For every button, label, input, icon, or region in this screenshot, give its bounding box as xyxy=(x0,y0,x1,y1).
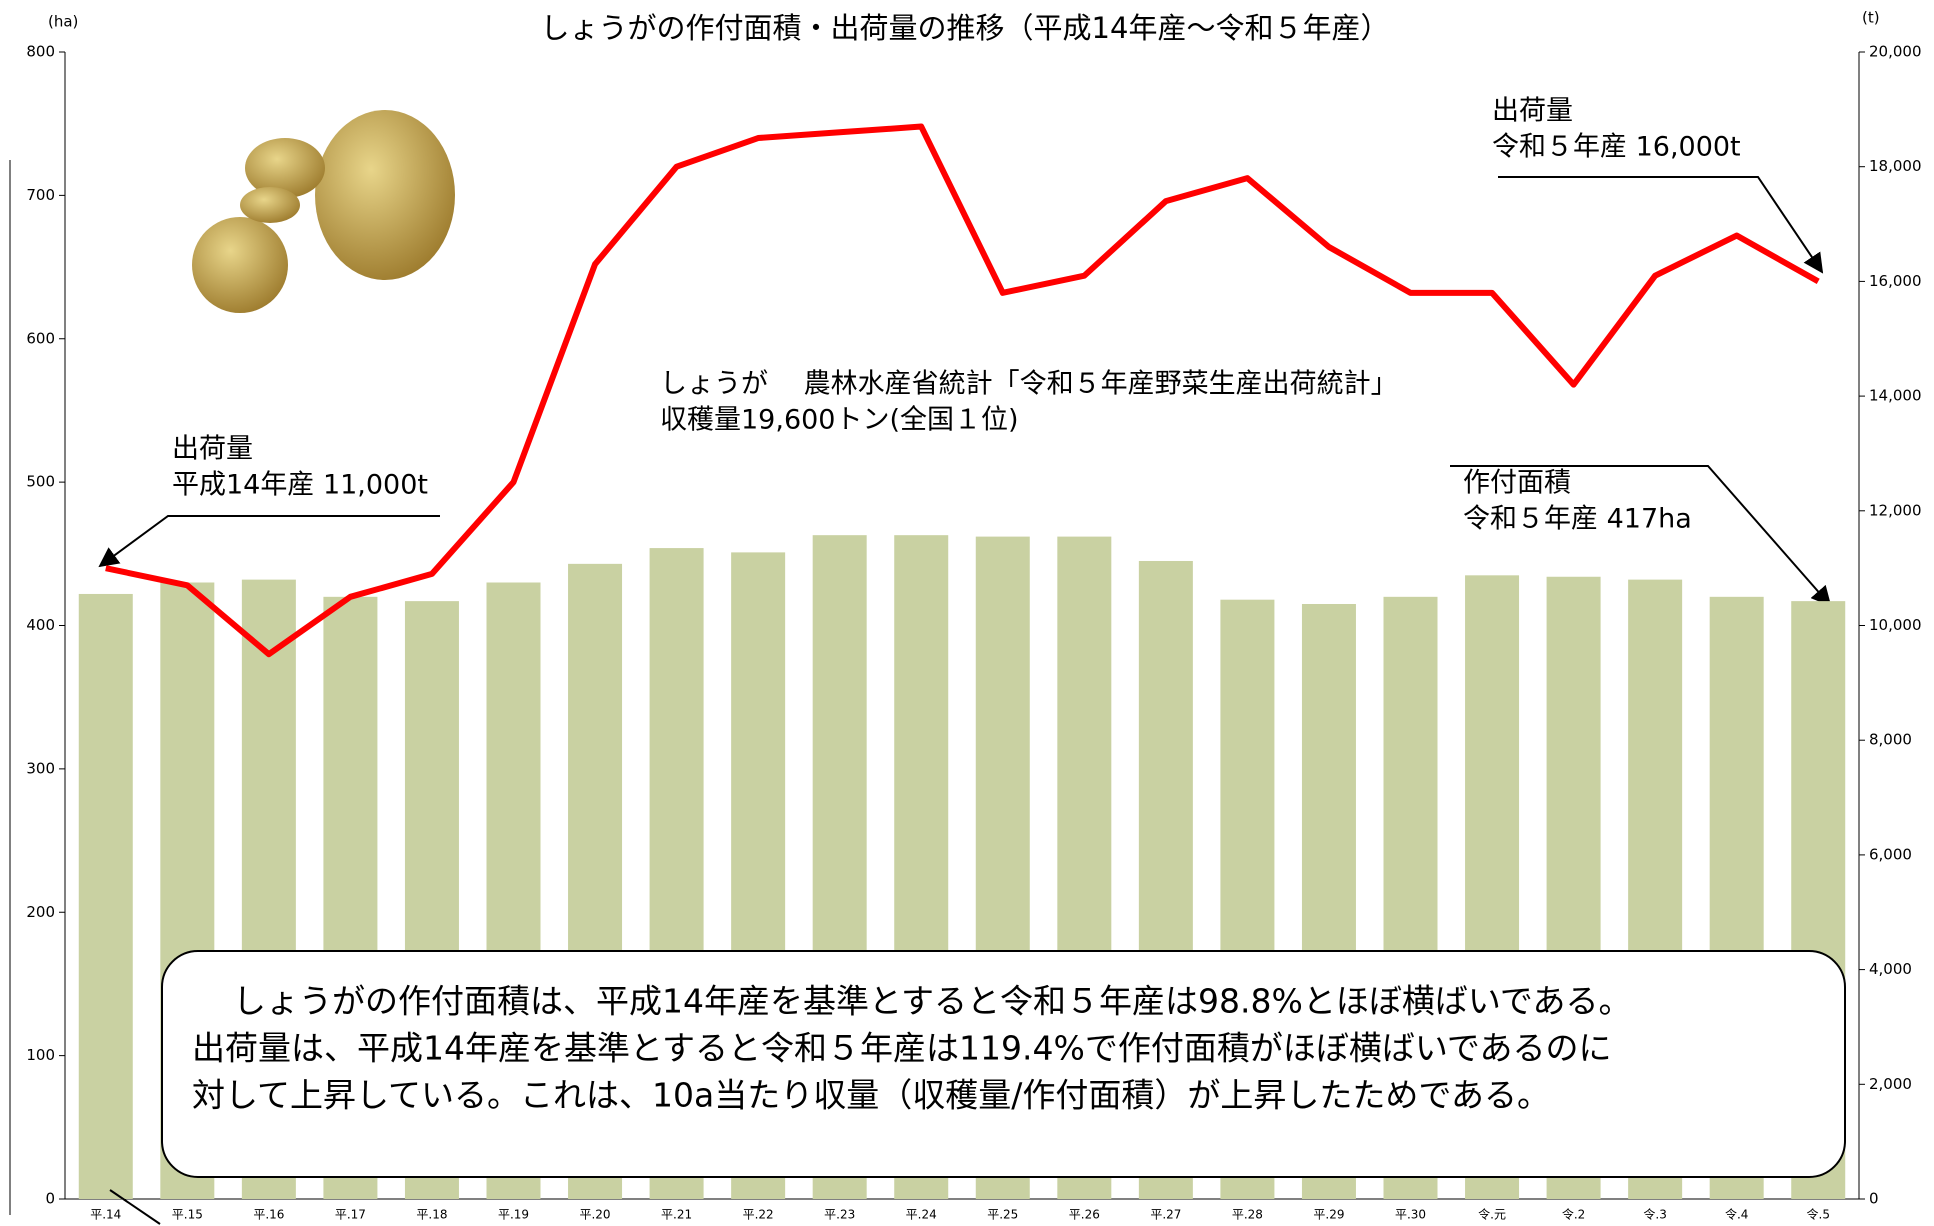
annotation-arrow xyxy=(1498,176,1824,274)
y-axis-unit: (ha) xyxy=(48,13,78,31)
x-tick-label: 平.19 xyxy=(498,1208,529,1222)
annotation-arrow xyxy=(109,1189,161,1225)
y-tick-label: 800 xyxy=(26,43,55,61)
y2-tick-label: 14,000 xyxy=(1869,387,1922,405)
y-tick-label: 600 xyxy=(26,329,55,347)
x-tick-label: 平.30 xyxy=(1395,1208,1426,1222)
y-tick-label: 300 xyxy=(26,759,55,777)
y2-axis-unit: (t) xyxy=(1862,9,1880,27)
x-tick-label: 平.16 xyxy=(253,1208,284,1222)
annotation-arrow xyxy=(98,515,440,568)
x-tick-label: 令.2 xyxy=(1562,1207,1585,1222)
annotation: 作付面積 xyxy=(1463,468,1571,499)
summary-line: 出荷量は、平成14年産を基準とすると令和５年産は119.4%で作付面積がほぼ横ば… xyxy=(192,1029,1612,1068)
x-tick-label: 平.24 xyxy=(906,1208,937,1222)
x-tick-label: 平.29 xyxy=(1313,1208,1344,1222)
y-tick-label: 200 xyxy=(26,903,55,921)
y2-tick-label: 6,000 xyxy=(1869,845,1912,863)
x-tick-label: 平.15 xyxy=(172,1208,203,1222)
x-tick-label: 令.5 xyxy=(1807,1207,1830,1222)
y2-tick-label: 8,000 xyxy=(1869,731,1912,749)
y-tick-label: 100 xyxy=(26,1046,55,1064)
x-tick-label: 平.14 xyxy=(90,1208,121,1222)
x-tick-label: 令.3 xyxy=(1643,1207,1666,1222)
y-tick-label: 0 xyxy=(45,1190,55,1208)
summary-line: しょうがの作付面積は、平成14年産を基準とすると令和５年産は98.8%とほぼ横ば… xyxy=(200,982,1632,1021)
y2-tick-label: 10,000 xyxy=(1869,616,1922,634)
annotation: しょうが 農林水産省統計「令和５年産野菜生産出荷統計」 xyxy=(660,369,1398,400)
x-tick-label: 平.23 xyxy=(824,1208,855,1222)
ginger-image xyxy=(192,110,455,313)
annotation: 収穫量19,600トン(全国１位) xyxy=(660,405,1019,436)
y2-tick-label: 4,000 xyxy=(1869,960,1912,978)
x-tick-label: 平.20 xyxy=(579,1208,610,1222)
x-tick-label: 令.4 xyxy=(1725,1207,1748,1222)
y2-tick-label: 16,000 xyxy=(1869,272,1922,290)
summary-box xyxy=(161,950,1846,1178)
y2-tick-label: 20,000 xyxy=(1869,43,1922,61)
summary-line: 対して上昇している。これは、10a当たり収量（収穫量/作付面積）が上昇したためで… xyxy=(192,1076,1550,1115)
y-tick-label: 700 xyxy=(26,186,55,204)
x-tick-label: 平.28 xyxy=(1232,1208,1263,1222)
x-tick-label: 平.21 xyxy=(661,1208,692,1222)
y-tick-label: 400 xyxy=(26,616,55,634)
x-tick-label: 平.25 xyxy=(987,1208,1018,1222)
x-tick-label: 平.27 xyxy=(1150,1208,1181,1222)
annotation: 令和５年産 417ha xyxy=(1463,504,1692,535)
y2-tick-label: 18,000 xyxy=(1869,157,1922,175)
chart-title: しょうがの作付面積・出荷量の推移（平成14年産～令和５年産） xyxy=(541,11,1390,45)
annotation: 令和５年産 16,000t xyxy=(1492,132,1741,163)
line xyxy=(105,123,1820,658)
annotation: 平成14年産 11,000t xyxy=(172,470,428,501)
annotation: 出荷量 xyxy=(1492,96,1573,127)
x-tick-label: 平.18 xyxy=(416,1208,447,1222)
annotation: 出荷量 xyxy=(172,434,253,465)
x-tick-label: 平.22 xyxy=(743,1208,774,1222)
y-tick-label: 500 xyxy=(26,473,55,491)
y2-tick-label: 2,000 xyxy=(1869,1075,1912,1093)
x-tick-label: 平.17 xyxy=(335,1208,366,1222)
x-tick-label: 令.元 xyxy=(1478,1207,1506,1222)
y2-tick-label: 0 xyxy=(1869,1190,1879,1208)
bar xyxy=(78,593,133,1199)
y2-tick-label: 12,000 xyxy=(1869,501,1922,519)
annotation-arrow xyxy=(1450,465,1832,607)
x-tick-label: 平.26 xyxy=(1069,1208,1100,1222)
